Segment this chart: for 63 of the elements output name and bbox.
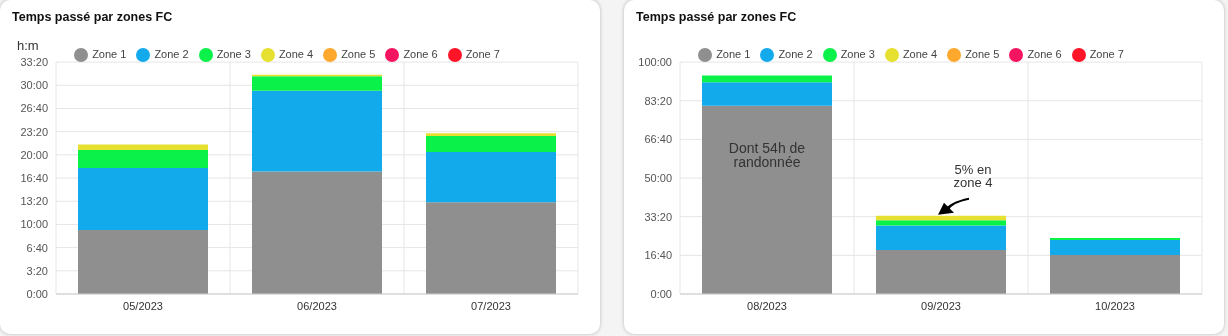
x-tick-label: 10/2023 [1095,299,1135,312]
y-tick-label: 16:40 [20,171,48,184]
y-tick-label: 0:00 [26,287,48,300]
bar [876,225,1006,250]
y-tick-label: 100:00 [638,56,672,68]
bar [78,229,208,294]
y-tick-label: 83:20 [644,94,672,107]
bar [702,105,832,294]
legend-label: Zone 7 [465,48,500,60]
bar [426,133,556,137]
bar [78,144,208,150]
bar [702,82,832,106]
legend-label: Zone 6 [1027,48,1062,60]
legend-label: Zone 1 [716,48,751,60]
bar [426,202,556,294]
bar [426,136,556,153]
x-tick-label: 06/2023 [297,299,337,312]
x-tick-label: 09/2023 [921,299,961,312]
bar [1050,255,1180,294]
legend-label: Zone 5 [341,48,376,60]
y-tick-label: 16:40 [644,249,672,262]
y-tick-label: 26:40 [20,102,48,115]
legend-label: Zone 4 [278,48,314,60]
bar [426,152,556,203]
legend-label: Zone 1 [92,48,127,60]
y-tick-label: 3:20 [26,264,48,277]
bar [1050,239,1180,256]
y-tick-label: 50:00 [644,171,672,184]
legend-label: Zone 3 [840,48,875,60]
bar [876,215,1006,221]
bar [1050,237,1180,240]
bar [252,171,382,294]
legend-label: Zone 7 [1089,48,1124,60]
chart-title: Temps passé par zones FC [636,10,797,24]
legend-label: Zone 3 [216,48,251,60]
legend-label: Zone 2 [154,48,189,60]
y-tick-label: 6:40 [26,241,48,254]
y-tick-label: 20:00 [20,148,48,161]
y-axis-title: h:m [17,38,39,53]
annotation: Dont 54h de randonnée [728,139,806,170]
bar [252,90,382,172]
annotation: 5% en zone 4 [953,161,993,190]
bar [78,168,208,230]
legend-label: Zone 4 [902,48,938,60]
y-tick-label: 10:00 [20,218,48,231]
bar [252,76,382,91]
legend-label: Zone 2 [778,48,813,60]
x-tick-label: 08/2023 [747,299,787,312]
bar [78,149,208,169]
chart-title: Temps passé par zones FC [12,10,173,24]
y-tick-label: 66:40 [644,133,672,146]
legend-label: Zone 6 [403,48,438,60]
y-tick-label: 30:00 [20,79,48,92]
bar [876,220,1006,226]
y-tick-label: 33:20 [20,56,48,68]
x-tick-label: 07/2023 [471,299,511,312]
legend-label: Zone 5 [965,48,1000,60]
x-tick-label: 05/2023 [123,299,163,312]
y-tick-label: 0:00 [650,287,672,300]
y-tick-label: 23:20 [20,125,48,138]
y-tick-label: 33:20 [644,210,672,223]
bar [876,249,1006,294]
y-tick-label: 13:20 [20,195,48,208]
